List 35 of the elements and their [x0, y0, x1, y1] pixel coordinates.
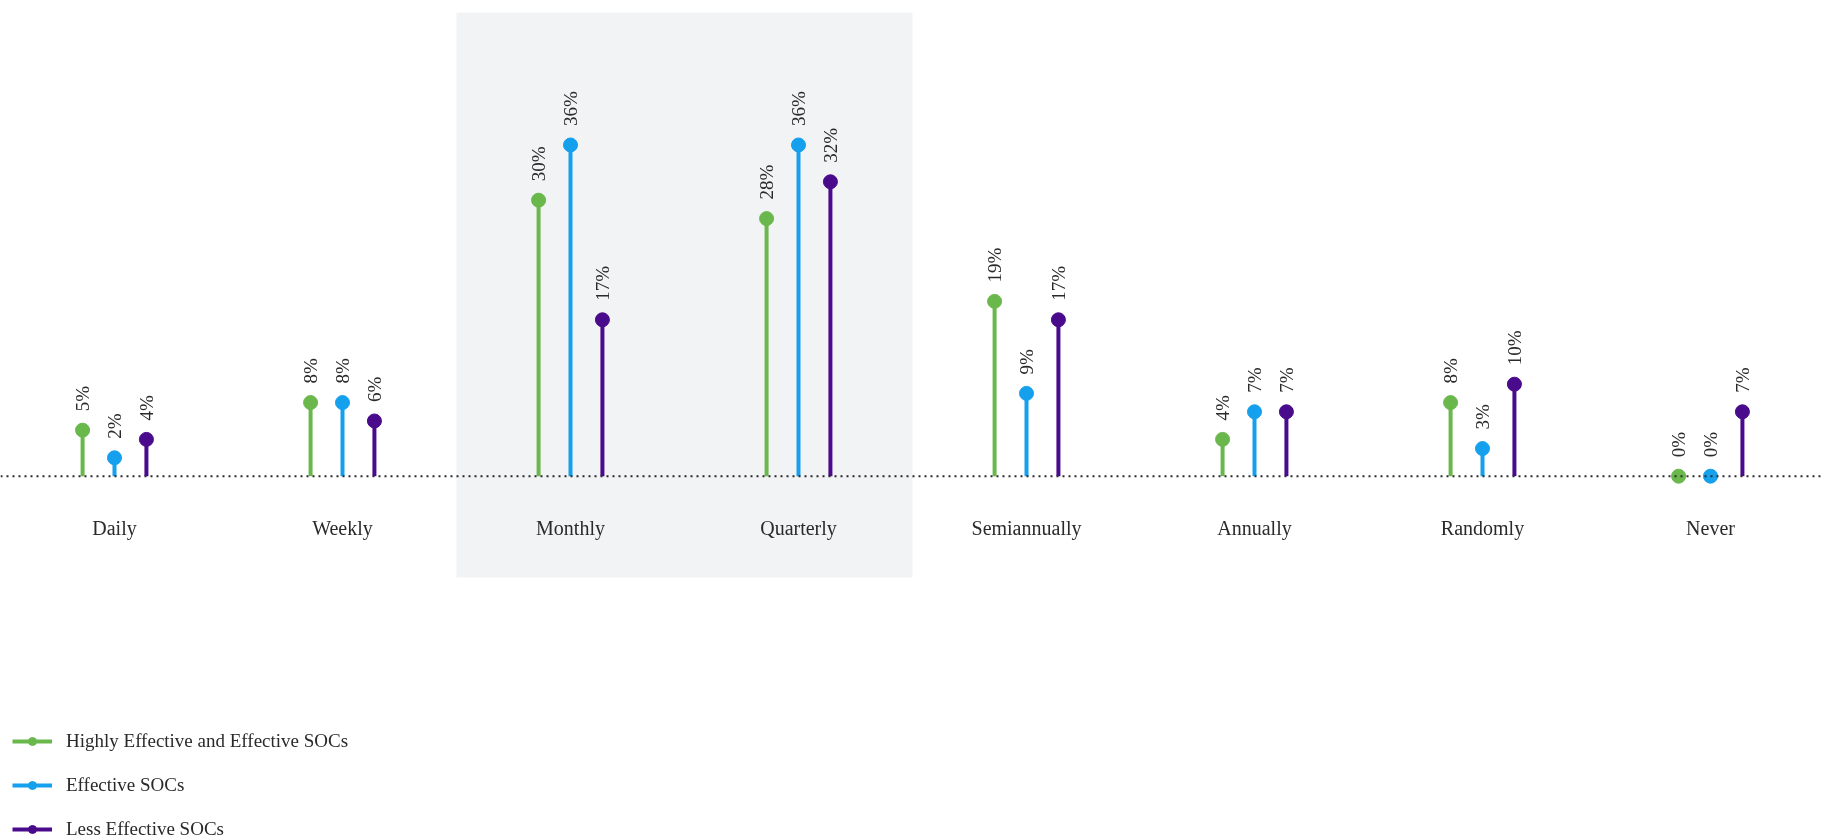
data-label: 9%	[1016, 348, 1037, 375]
data-label: 4%	[1212, 394, 1234, 421]
x-tick-label: Quarterly	[760, 517, 837, 541]
data-label: 8%	[1440, 358, 1462, 384]
data-label: 6%	[363, 376, 385, 402]
data-label: 28%	[756, 164, 778, 200]
x-tick-label: Never	[1686, 517, 1736, 540]
data-label: 7%	[1244, 367, 1265, 393]
data-label: 30%	[528, 146, 550, 182]
data-label: 3%	[1472, 404, 1493, 430]
x-tick-label: Daily	[92, 517, 137, 541]
x-tick-label: Monthly	[536, 517, 605, 541]
data-label: 0%	[1700, 431, 1721, 458]
data-label: 0%	[1668, 431, 1690, 458]
legend-label: Effective SOCs	[66, 774, 185, 796]
data-label: 8%	[300, 358, 322, 384]
data-label: 10%	[1503, 330, 1525, 366]
data-label: 36%	[788, 90, 809, 126]
x-tick-label: Annually	[1217, 517, 1292, 541]
data-label: 7%	[1731, 367, 1753, 393]
data-label: 19%	[984, 247, 1006, 283]
legend-label: Less Effective SOCs	[66, 818, 224, 840]
x-tick-label: Weekly	[312, 517, 373, 541]
legend-label: Highly Effective and Effective SOCs	[66, 730, 349, 752]
x-tick-label: Randomly	[1440, 517, 1525, 541]
data-label: 7%	[1275, 367, 1297, 393]
data-label: 17%	[591, 265, 613, 301]
data-label: 5%	[72, 385, 94, 412]
x-tick-label: Semiannually	[971, 517, 1082, 541]
data-label: 2%	[104, 413, 125, 439]
data-label: 4%	[135, 394, 157, 421]
data-label: 36%	[560, 90, 581, 126]
data-label: 32%	[819, 127, 841, 163]
data-label: 17%	[1047, 265, 1069, 301]
data-label: 8%	[332, 358, 353, 384]
